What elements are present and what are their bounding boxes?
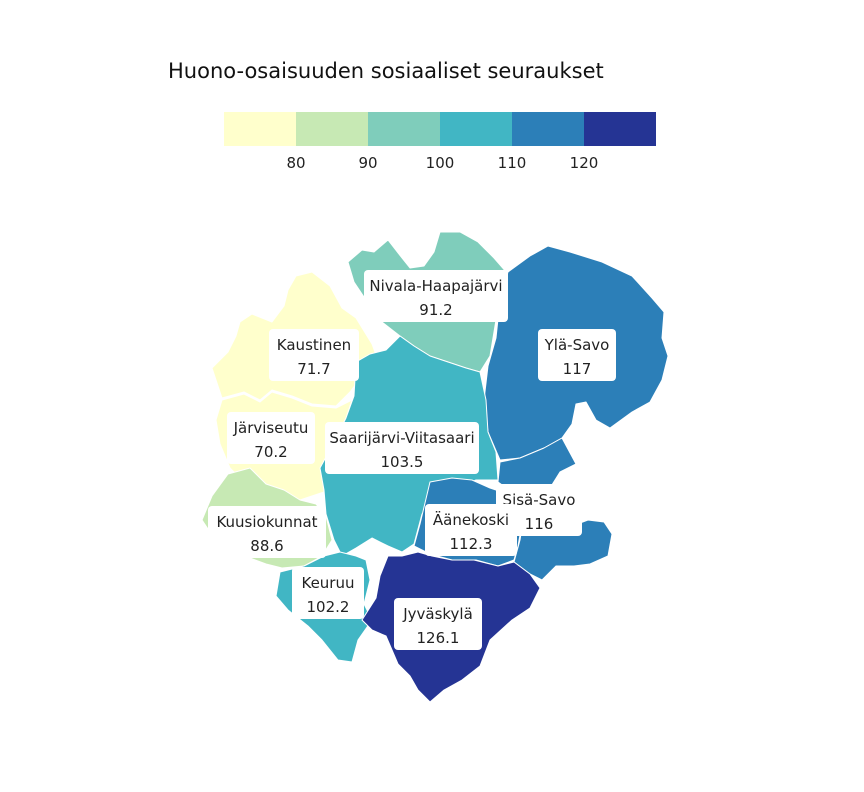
region-label-yla-savo: Ylä-Savo 117: [538, 329, 616, 381]
region-value-label: 126.1: [417, 629, 460, 647]
color-legend: 80 90 100 110 120: [224, 112, 656, 172]
region-label-sisa-savo: Sisä-Savo 116: [496, 484, 582, 536]
region-label-box: [208, 506, 326, 558]
region-label-box: [292, 567, 364, 619]
region-value-label: 112.3: [450, 535, 493, 553]
region-label-keuruu: Keuruu 102.2: [292, 567, 364, 619]
legend-swatch-2: [368, 112, 440, 146]
region-label-box: [394, 598, 482, 650]
region-value-label: 116: [525, 515, 554, 533]
region-label-saarijarvi-viitasaari: Saarijärvi-Viitasaari 103.5: [325, 422, 479, 474]
region-value-label: 102.2: [307, 598, 350, 616]
region-value-label: 70.2: [254, 443, 287, 461]
region-labels: Nivala-Haapajärvi 91.2 Kaustinen 71.7 Ylä-Sa…: [208, 270, 616, 650]
region-label-nivala-haapajarvi: Nivala-Haapajärvi 91.2: [364, 270, 508, 322]
region-label-jyvaskyla: Jyväskylä 126.1: [394, 598, 482, 650]
legend-swatch-4: [512, 112, 584, 146]
legend-swatch-1: [296, 112, 368, 146]
region-value-label: 71.7: [297, 360, 330, 378]
legend-tick-label: 110: [498, 154, 527, 172]
region-name-label: Äänekoski: [433, 510, 509, 529]
legend-tick-label: 120: [570, 154, 599, 172]
region-value-label: 91.2: [419, 301, 452, 319]
region-label-jarviseutu: Järviseutu 70.2: [227, 412, 315, 464]
region-name-label: Saarijärvi-Viitasaari: [329, 429, 474, 447]
region-label-box: [269, 329, 359, 381]
legend-swatch-0: [224, 112, 296, 146]
region-value-label: 88.6: [250, 537, 283, 555]
region-label-box: [364, 270, 508, 322]
chart-title: Huono-osaisuuden sosiaaliset seuraukset: [168, 59, 604, 83]
legend-tick-label: 90: [358, 154, 377, 172]
legend-swatch-5: [584, 112, 656, 146]
region-label-box: [538, 329, 616, 381]
region-name-label: Jyväskylä: [402, 605, 473, 623]
legend-swatch-3: [440, 112, 512, 146]
legend-tick-label: 100: [426, 154, 455, 172]
region-name-label: Kaustinen: [277, 336, 351, 354]
region-name-label: Nivala-Haapajärvi: [369, 277, 502, 295]
region-name-label: Ylä-Savo: [544, 336, 610, 354]
region-name-label: Sisä-Savo: [503, 491, 576, 509]
region-label-box: [425, 504, 517, 556]
region-name-label: Keuruu: [301, 574, 354, 592]
region-label-box: [227, 412, 315, 464]
region-label-aanekoski: Äänekoski 112.3: [425, 504, 517, 556]
region-label-box: [325, 422, 479, 474]
region-label-box: [496, 484, 582, 536]
legend-tick-label: 80: [286, 154, 305, 172]
region-value-label: 103.5: [381, 453, 424, 471]
region-name-label: Järviseutu: [233, 419, 309, 437]
region-name-label: Kuusiokunnat: [216, 513, 317, 531]
region-label-kuusiokunnat: Kuusiokunnat 88.6: [208, 506, 326, 558]
region-label-kaustinen: Kaustinen 71.7: [269, 329, 359, 381]
region-value-label: 117: [563, 360, 592, 378]
